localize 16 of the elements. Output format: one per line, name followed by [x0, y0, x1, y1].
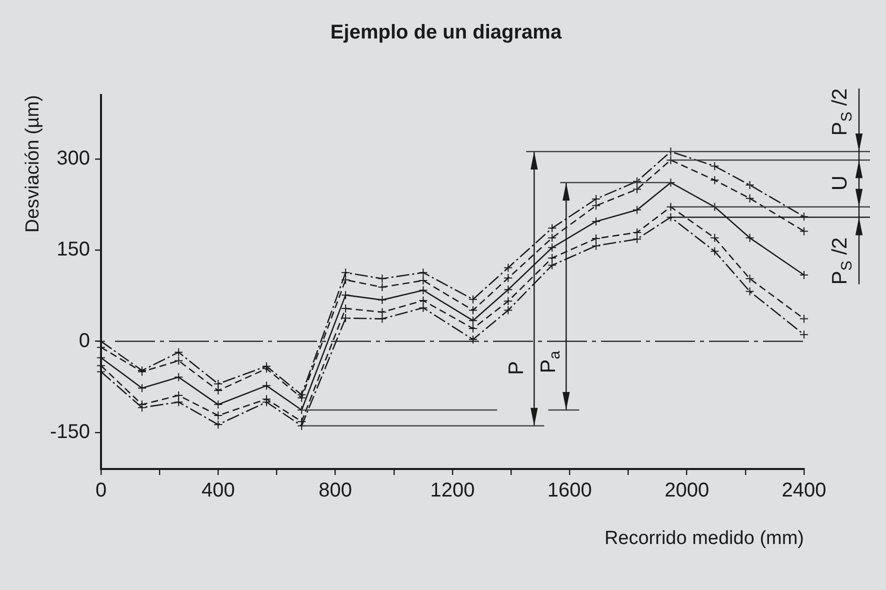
text: U — [828, 176, 852, 192]
y-tick-label: -150 — [50, 421, 90, 444]
x-tick-label: 2000 — [664, 480, 710, 502]
chart-title: Ejemplo de un diagrama — [330, 22, 562, 44]
x-tick-label: 400 — [201, 480, 235, 502]
x-tick-label: 1600 — [547, 480, 592, 502]
x-tick-label: 2400 — [782, 480, 826, 502]
annotation: P — [505, 361, 528, 376]
y-tick-label: 300 — [56, 147, 90, 170]
y-tick-label: 150 — [56, 238, 90, 261]
y-axis-title: Desviación (µm) — [22, 95, 44, 233]
x-tick-label: 0 — [95, 480, 107, 502]
x-axis-title: Recorrido medido (mm) — [604, 528, 804, 549]
x-tick-label: 1200 — [430, 480, 475, 502]
x-tick-label: 800 — [318, 480, 352, 502]
y-tick-label: 0 — [78, 330, 90, 352]
